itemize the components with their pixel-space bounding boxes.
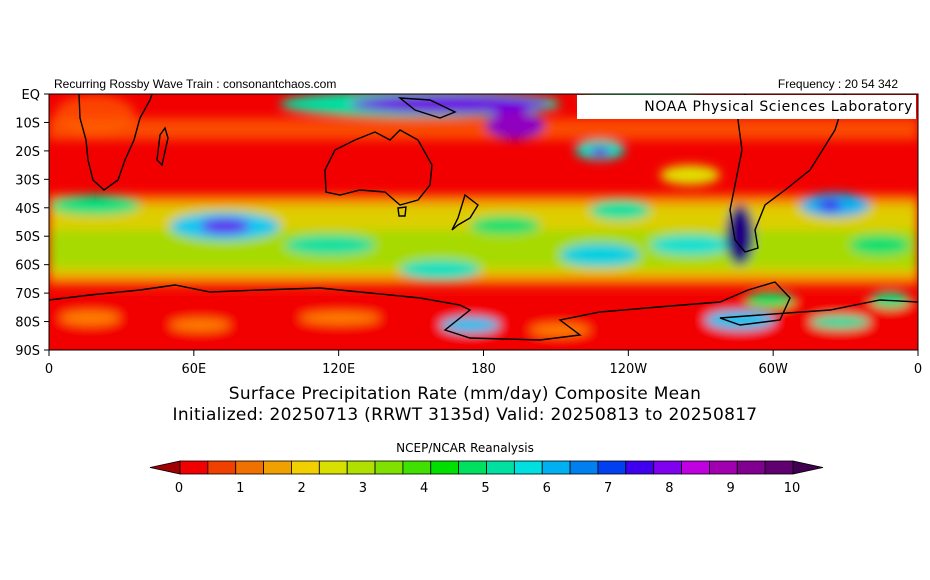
lon-axis: 0 60E 120E 180 120W 60W 0 xyxy=(45,350,922,377)
lat-label: 30S xyxy=(15,173,40,188)
lat-label: 10S xyxy=(15,116,40,131)
header-frequency-text: Frequency : 20 54 342 xyxy=(777,77,898,91)
colorbar-over-triangle xyxy=(792,460,824,475)
precip-field xyxy=(49,94,918,350)
colorbar-tick-label: 7 xyxy=(604,481,612,496)
colorbar-swatch xyxy=(235,460,264,475)
colorbar-swatch xyxy=(263,460,292,475)
colorbar-swatch xyxy=(458,460,487,475)
lat-label: 90S xyxy=(15,344,40,359)
lat-axis: EQ 10S 20S 30S 40S 50S 60S 70S 80S 90S xyxy=(15,88,49,359)
lon-label: 0 xyxy=(914,362,922,377)
colorbar-tick-label: 3 xyxy=(359,481,367,496)
lat-label: 20S xyxy=(15,145,40,160)
colorbar-swatch xyxy=(207,460,237,475)
antarctica-coast xyxy=(49,281,918,341)
lon-label: 60E xyxy=(181,362,206,377)
tasmania-coast xyxy=(397,206,407,217)
colorbar-swatch xyxy=(597,460,627,475)
colorbar-swatch xyxy=(569,460,599,475)
lat-label: 40S xyxy=(15,202,40,217)
colorbar-tick-label: 0 xyxy=(175,481,183,496)
lon-label: 120E xyxy=(322,362,355,377)
colorbar-tick-label: 9 xyxy=(727,481,735,496)
lon-label: 0 xyxy=(45,362,53,377)
colorbar-swatch xyxy=(318,460,348,475)
colorbar-swatch xyxy=(625,460,655,475)
colorbar-swatch xyxy=(179,460,209,475)
lat-label: EQ xyxy=(22,88,40,103)
lat-label: 80S xyxy=(15,316,40,331)
colorbar-tick-label: 2 xyxy=(297,481,305,496)
colorbar-tick-label: 4 xyxy=(420,481,428,496)
new-guinea-coast xyxy=(397,97,457,119)
colorbar-swatch xyxy=(709,460,738,475)
colorbar-tick-label: 8 xyxy=(665,481,673,496)
lat-label: 60S xyxy=(15,259,40,274)
madagascar-coast xyxy=(156,126,169,167)
colorbar-swatch xyxy=(653,460,682,475)
colorbar-swatch xyxy=(681,460,710,475)
colorbar-tick-label: 5 xyxy=(481,481,489,496)
noaa-label: NOAA Physical Sciences Laboratory xyxy=(644,99,913,115)
map-subtitle: Initialized: 20250713 (RRWT 3135d) Valid… xyxy=(172,405,758,425)
south-america-coast xyxy=(729,94,846,253)
coastlines xyxy=(49,94,918,341)
africa-coast xyxy=(78,94,153,191)
lat-label: 70S xyxy=(15,287,40,302)
lat-label: 50S xyxy=(15,230,40,245)
map-title: Surface Precipitation Rate (mm/day) Comp… xyxy=(228,384,702,404)
colorbar-swatch xyxy=(486,460,515,475)
colorbar-swatch xyxy=(291,460,320,475)
header-left-text: Recurring Rossby Wave Train : consonantc… xyxy=(54,77,337,91)
colorbar-swatch xyxy=(736,460,766,475)
australia-coast xyxy=(324,129,433,206)
colorbar-swatch xyxy=(346,460,376,475)
colorbar-under-triangle xyxy=(149,460,181,475)
colorbar-swatch xyxy=(764,460,794,475)
lon-label: 180 xyxy=(471,362,496,377)
colorbar-tick-label: 6 xyxy=(543,481,551,496)
colorbar-swatch xyxy=(430,460,460,475)
lon-label: 120W xyxy=(609,362,647,377)
lon-label: 60W xyxy=(758,362,788,377)
colorbar-swatch xyxy=(513,460,543,475)
colorbar-tick-label: 1 xyxy=(236,481,244,496)
colorbar-tick-label: 10 xyxy=(784,481,801,496)
colorbar-swatch xyxy=(402,460,432,475)
colorbar-swatch xyxy=(541,460,571,475)
noaa-label-box xyxy=(577,95,916,119)
colorbar-swatch xyxy=(374,460,404,475)
data-source: NCEP/NCAR Reanalysis xyxy=(396,441,534,455)
new-zealand-coast xyxy=(451,193,479,231)
